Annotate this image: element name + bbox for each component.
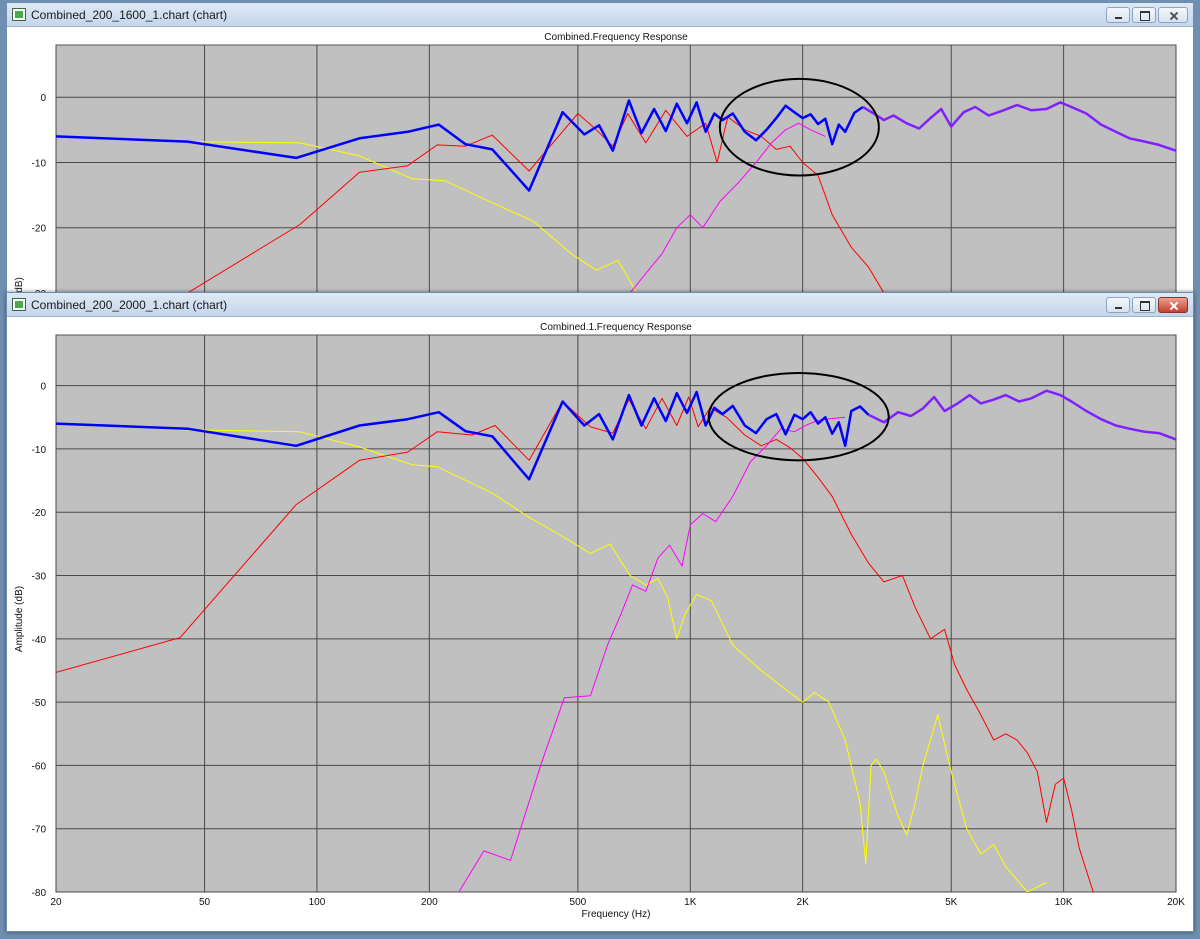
series-line-2 <box>629 122 826 293</box>
frequency-response-chart-1: Combined.Frequency Response 0 -10 -20 -30 dB) <box>14 32 1177 293</box>
chart-window-2: Combined_200_2000_1.chart (chart) Combin… <box>6 292 1194 932</box>
x-axis-label: Frequency (Hz) <box>582 909 651 920</box>
series-line-0 <box>56 423 1047 892</box>
plot-area <box>55 44 1177 293</box>
chart-title: Combined.Frequency Response <box>544 32 688 43</box>
x-tick-label: 20 <box>50 897 62 908</box>
chart-app-icon <box>12 298 26 311</box>
minimize-button[interactable] <box>1106 297 1130 313</box>
frequency-response-chart-2: Combined.1.Frequency Response 20 50 100 200 5… <box>14 322 1185 920</box>
y-tick-label: -80 <box>32 888 47 899</box>
y-tick-label: -10 <box>32 158 47 169</box>
y-tick-label: -30 <box>32 572 47 583</box>
x-tick-label: 500 <box>570 897 587 908</box>
y-tick-label: -20 <box>32 224 47 235</box>
series-line-1 <box>56 396 1094 892</box>
x-tick-label: 20K <box>1167 897 1185 908</box>
chart-app-icon <box>12 8 26 21</box>
chart-window-1: Combined_200_1600_1.chart (chart) Combin… <box>6 2 1194 294</box>
window-2-title: Combined_200_2000_1.chart (chart) <box>31 298 228 312</box>
window-2-titlebar[interactable]: Combined_200_2000_1.chart (chart) <box>7 293 1193 317</box>
window-1-titlebar[interactable]: Combined_200_1600_1.chart (chart) <box>7 3 1193 27</box>
series-line-2 <box>458 416 846 892</box>
y-tick-label: -70 <box>32 825 47 836</box>
close-button[interactable] <box>1158 7 1188 23</box>
y-tick-label: -40 <box>32 635 47 646</box>
y-tick-label: -20 <box>32 508 47 519</box>
y-tick-label: -50 <box>32 698 47 709</box>
plot-area <box>55 334 1177 893</box>
series-line-1 <box>187 109 885 293</box>
y-tick-label: -30 <box>32 289 47 293</box>
y-axis-label: dB) <box>14 277 25 293</box>
y-tick-label: -60 <box>32 761 47 772</box>
x-tick-label: 100 <box>309 897 326 908</box>
y-tick-label: -10 <box>32 445 47 456</box>
highlight-ellipse <box>718 77 880 177</box>
series-line-4 <box>867 389 1176 441</box>
x-tick-label: 1K <box>684 897 697 908</box>
series-line-3 <box>56 99 864 192</box>
x-tick-label: 10K <box>1055 897 1073 908</box>
y-tick-label: 0 <box>40 93 46 104</box>
close-button[interactable] <box>1158 297 1188 313</box>
y-axis-label: Amplitude (dB) <box>14 586 25 652</box>
maximize-button[interactable] <box>1132 297 1156 313</box>
series-line-4 <box>862 101 1176 152</box>
x-tick-label: 2K <box>797 897 810 908</box>
x-tick-label: 5K <box>945 897 958 908</box>
minimize-button[interactable] <box>1106 7 1130 23</box>
series-line-0 <box>56 135 638 293</box>
series-line-3 <box>56 390 870 481</box>
x-tick-label: 50 <box>199 897 211 908</box>
highlight-ellipse <box>707 371 890 462</box>
window-1-title: Combined_200_1600_1.chart (chart) <box>31 8 228 22</box>
y-tick-label: 0 <box>40 382 46 393</box>
maximize-button[interactable] <box>1132 7 1156 23</box>
chart-title: Combined.1.Frequency Response <box>540 322 692 333</box>
x-tick-label: 200 <box>421 897 438 908</box>
